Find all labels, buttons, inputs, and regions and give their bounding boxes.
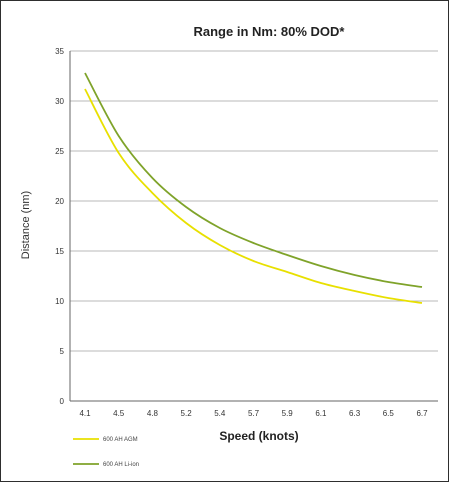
x-tick-label: 6.1	[315, 409, 327, 418]
y-tick-label: 20	[55, 197, 64, 206]
legend: 600 AH AGM 600 AH Li-ion	[73, 437, 139, 468]
y-tick-label: 10	[55, 297, 64, 306]
x-tick-label: 6.7	[416, 409, 428, 418]
y-axis-label: Distance (nm)	[20, 191, 32, 259]
series-lines	[84, 72, 423, 304]
chart-title: Range in Nm: 80% DOD*	[194, 24, 346, 39]
x-axis-label: Speed (knots)	[219, 429, 298, 443]
x-tick-label: 4.8	[147, 409, 159, 418]
gridlines	[70, 50, 438, 352]
series-line-2	[84, 72, 423, 288]
x-tick-label: 4.1	[79, 409, 91, 418]
x-tick-label: 6.3	[349, 409, 361, 418]
x-tick-label: 5.4	[214, 409, 226, 418]
x-tick-label: 6.5	[383, 409, 395, 418]
legend-label: 600 AH Li-ion	[103, 462, 139, 468]
x-tick-labels: 4.1 4.5 4.8 5.2 5.4 5.7 5.9 6.1 6.3 6.5 6.7	[79, 409, 428, 418]
x-tick-label: 5.2	[181, 409, 193, 418]
y-tick-label: 15	[55, 247, 64, 256]
series-line-1	[84, 88, 423, 304]
y-tick-label: 35	[55, 47, 64, 56]
x-tick-label: 4.5	[113, 409, 125, 418]
x-tick-label: 5.9	[282, 409, 294, 418]
y-tick-label: 0	[60, 397, 65, 406]
x-tick-label: 5.7	[248, 409, 260, 418]
y-tick-label: 25	[55, 147, 64, 156]
legend-label: 600 AH AGM	[103, 437, 138, 443]
y-tick-label: 30	[55, 97, 64, 106]
axes	[69, 51, 438, 402]
y-tick-label: 5	[60, 347, 65, 356]
y-tick-labels: 0 5 10 15 20 25 30 35	[55, 47, 64, 406]
